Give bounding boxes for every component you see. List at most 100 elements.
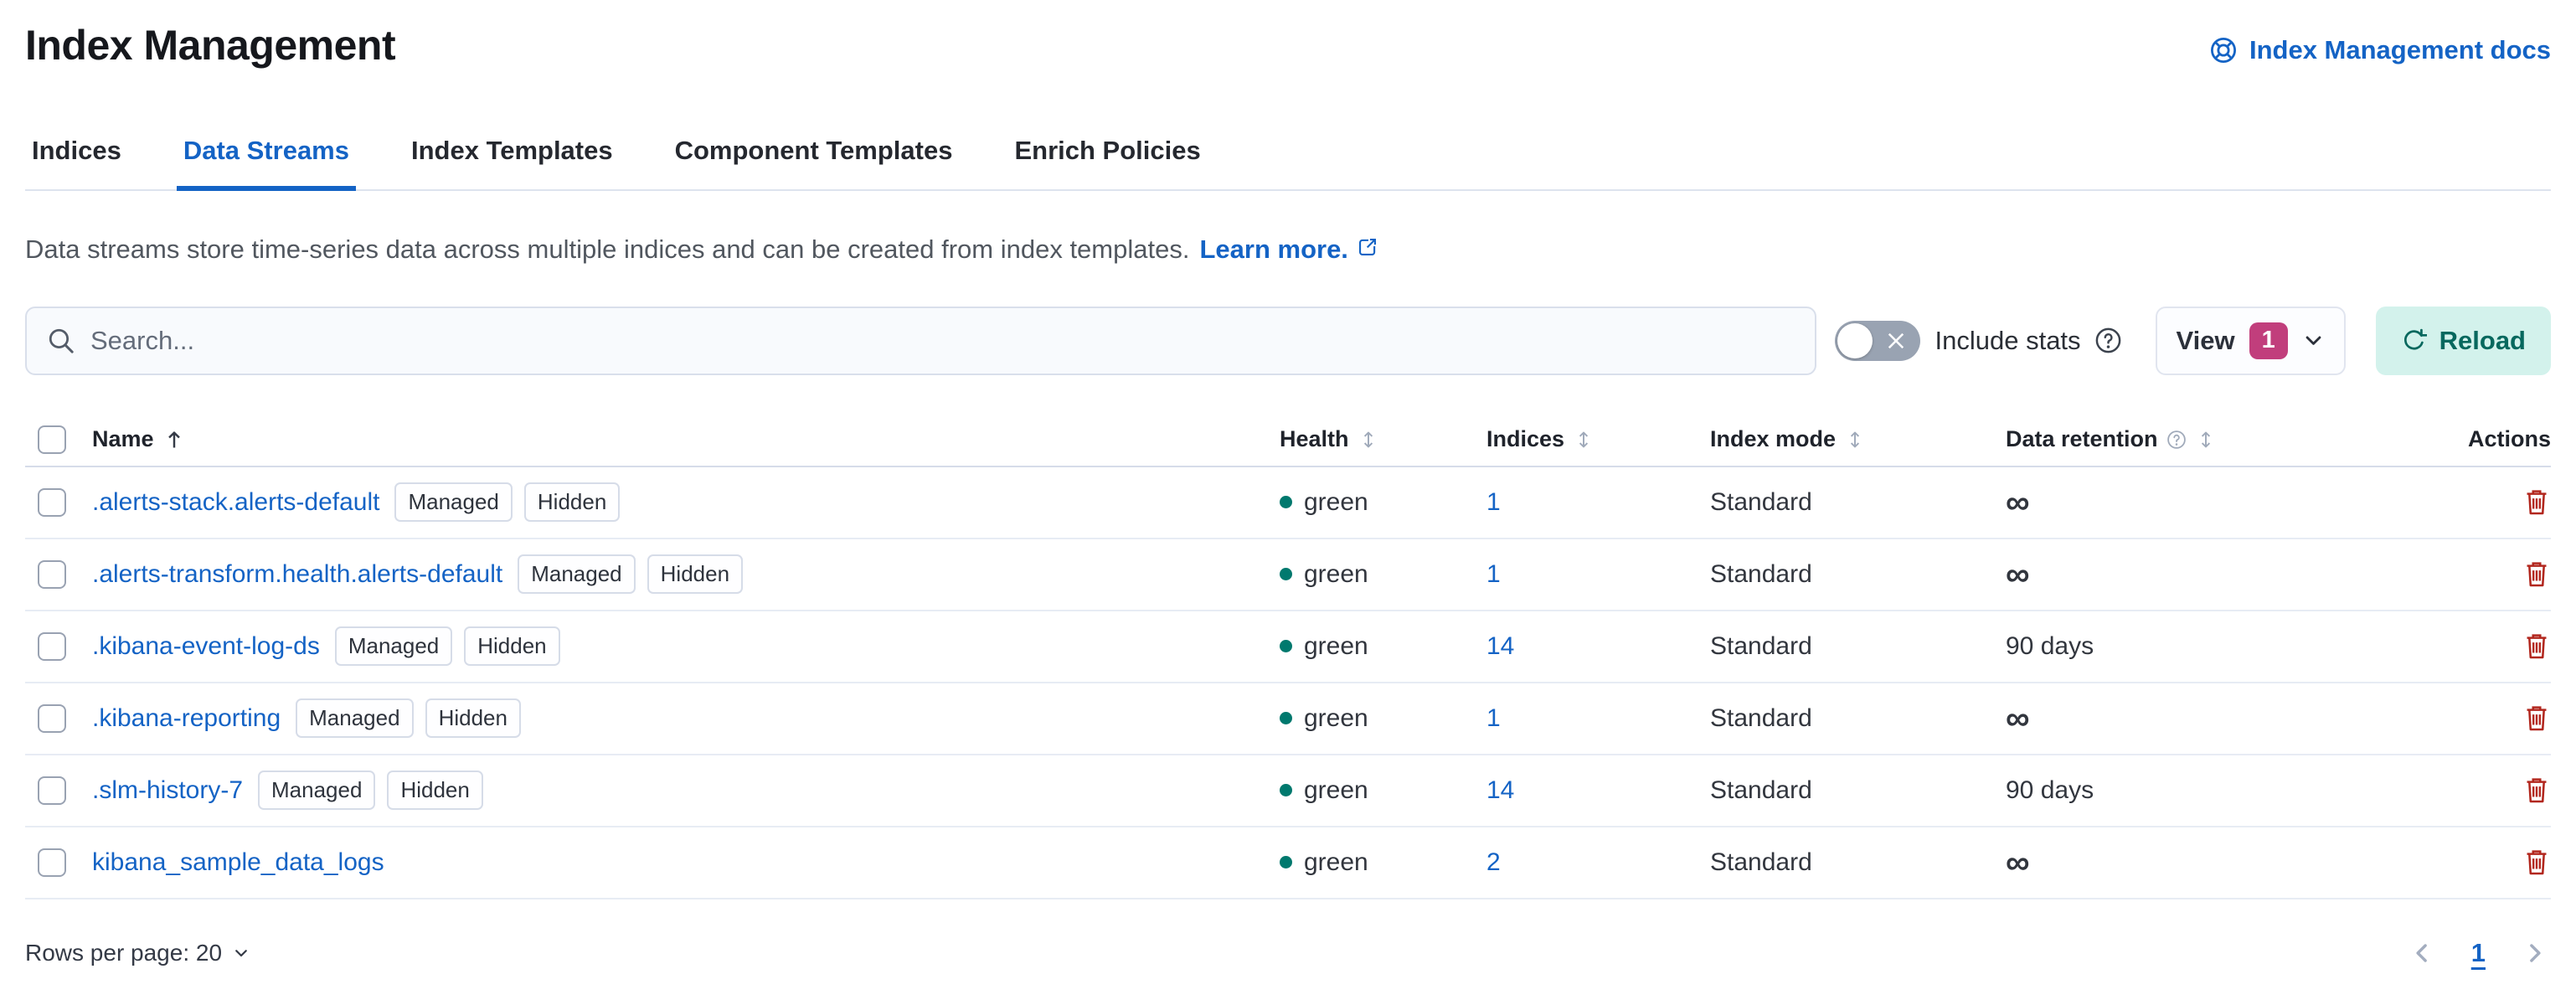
delete-icon[interactable]	[2522, 848, 2551, 878]
pagination: 1	[2409, 938, 2548, 968]
data-retention-value: ∞	[2006, 483, 2030, 521]
indices-count-link[interactable]: 1	[1486, 559, 1501, 588]
rows-per-page-label: Rows per page: 20	[25, 939, 223, 966]
health-label: green	[1304, 776, 1368, 804]
row-checkbox[interactable]	[38, 487, 66, 517]
data-retention-value: ∞	[2006, 843, 2030, 881]
column-header-index-mode[interactable]: Index mode	[1710, 426, 2006, 452]
row-checkbox[interactable]	[38, 631, 66, 661]
row-checkbox[interactable]	[38, 776, 66, 805]
search-input[interactable]	[90, 325, 1795, 356]
sortable-arrows-icon	[1573, 429, 1595, 451]
delete-icon[interactable]	[2522, 631, 2551, 662]
indices-count-link[interactable]: 14	[1486, 631, 1515, 660]
tab-indices[interactable]: Indices	[32, 135, 121, 165]
managed-badge: Managed	[334, 626, 453, 666]
data-stream-name-link[interactable]: .kibana-event-log-ds	[92, 631, 320, 660]
select-all-checkbox[interactable]	[38, 425, 66, 454]
health-label: green	[1304, 559, 1368, 588]
delete-icon[interactable]	[2522, 487, 2551, 518]
data-retention-value: 90 days	[2006, 631, 2094, 660]
indices-count-link[interactable]: 14	[1486, 776, 1515, 804]
indices-count-link[interactable]: 1	[1486, 704, 1501, 732]
toolbar: Include stats View 1	[25, 306, 2551, 375]
data-stream-name-link[interactable]: .kibana-reporting	[92, 704, 281, 732]
question-circle-icon[interactable]	[2166, 430, 2187, 450]
hidden-badge: Hidden	[464, 626, 560, 666]
include-stats-label: Include stats	[1935, 325, 2081, 355]
health-label: green	[1304, 848, 1368, 876]
tab-enrich-policies[interactable]: Enrich Policies	[1014, 135, 1201, 165]
hidden-badge: Hidden	[523, 482, 621, 522]
page-number-1[interactable]: 1	[2470, 937, 2486, 967]
page-header: Index Management Index Management docs	[25, 22, 2551, 70]
column-header-health[interactable]: Health	[1280, 426, 1486, 452]
indices-count-link[interactable]: 2	[1486, 848, 1501, 876]
indices-count-link[interactable]: 1	[1486, 487, 1501, 516]
help-lifering-icon	[2209, 36, 2238, 64]
managed-badge: Managed	[258, 770, 376, 810]
hidden-badge: Hidden	[647, 554, 744, 594]
data-stream-name-link[interactable]: .alerts-transform.health.alerts-default	[92, 559, 503, 588]
column-label-index-mode: Index mode	[1710, 426, 1837, 451]
column-header-name[interactable]: Name	[92, 426, 1280, 452]
index-mode-value: Standard	[1710, 559, 1812, 588]
index-mode-value: Standard	[1710, 776, 1812, 804]
index-mode-value: Standard	[1710, 848, 1812, 876]
delete-icon[interactable]	[2522, 559, 2551, 590]
reload-button[interactable]: Reload	[2375, 306, 2551, 375]
row-badges: Managed Hidden	[334, 626, 560, 666]
hidden-badge: Hidden	[387, 770, 483, 810]
view-count-badge: 1	[2249, 322, 2288, 359]
learn-more-label: Learn more.	[1199, 234, 1348, 264]
table-footer: Rows per page: 20 1	[25, 938, 2551, 968]
managed-badge: Managed	[394, 482, 513, 522]
row-badges: Managed Hidden	[296, 698, 521, 738]
hidden-badge: Hidden	[425, 698, 521, 738]
column-header-data-retention[interactable]: Data retention	[2006, 426, 2484, 452]
view-dropdown-button[interactable]: View 1	[2155, 306, 2346, 375]
data-stream-name-link[interactable]: .alerts-stack.alerts-default	[92, 487, 380, 516]
include-stats-toggle[interactable]	[1834, 320, 1920, 361]
table-header-row: Name Health Indices	[25, 420, 2551, 467]
next-page-icon[interactable]	[2522, 941, 2548, 966]
sortable-arrows-icon	[2195, 429, 2217, 451]
sortable-arrows-icon	[1358, 429, 1379, 451]
index-mode-value: Standard	[1710, 704, 1812, 732]
tab-bar: Indices Data Streams Index Templates Com…	[25, 117, 2551, 191]
data-stream-name-link[interactable]: .slm-history-7	[92, 776, 244, 804]
tab-data-streams[interactable]: Data Streams	[176, 117, 356, 191]
column-header-actions: Actions	[2468, 426, 2551, 452]
health-dot	[1280, 496, 1292, 508]
table-row: .alerts-transform.health.alerts-default …	[25, 539, 2551, 611]
health-dot	[1280, 784, 1292, 796]
tab-index-templates[interactable]: Index Templates	[410, 135, 613, 165]
row-badges: Managed Hidden	[518, 554, 744, 594]
rows-per-page-button[interactable]: Rows per page: 20	[25, 940, 250, 966]
managed-badge: Managed	[518, 554, 636, 594]
data-stream-name-link[interactable]: kibana_sample_data_logs	[92, 848, 384, 876]
previous-page-icon[interactable]	[2409, 941, 2434, 966]
health-dot	[1280, 568, 1292, 580]
data-retention-value: ∞	[2006, 699, 2030, 737]
tab-component-templates[interactable]: Component Templates	[674, 135, 953, 165]
delete-icon[interactable]	[2522, 776, 2551, 806]
health-label: green	[1304, 487, 1368, 516]
docs-link[interactable]: Index Management docs	[2209, 35, 2551, 65]
row-checkbox[interactable]	[38, 704, 66, 733]
toggle-knob	[1837, 322, 1873, 358]
chevron-down-icon	[232, 944, 250, 962]
description: Data streams store time-series data acro…	[25, 234, 2551, 265]
column-label-health: Health	[1280, 426, 1349, 451]
row-checkbox[interactable]	[38, 848, 66, 877]
table-row: kibana_sample_data_logs green 2 Standard…	[25, 827, 2551, 899]
page-title: Index Management	[25, 22, 396, 69]
column-header-indices[interactable]: Indices	[1486, 426, 1710, 452]
docs-link-label: Index Management docs	[2249, 35, 2551, 64]
row-checkbox[interactable]	[38, 559, 66, 589]
learn-more-link[interactable]: Learn more.	[1199, 234, 1378, 265]
health-label: green	[1304, 704, 1368, 732]
delete-icon[interactable]	[2522, 704, 2551, 734]
question-circle-icon[interactable]	[2094, 327, 2122, 354]
sort-ascending-arrow-icon	[162, 428, 186, 451]
